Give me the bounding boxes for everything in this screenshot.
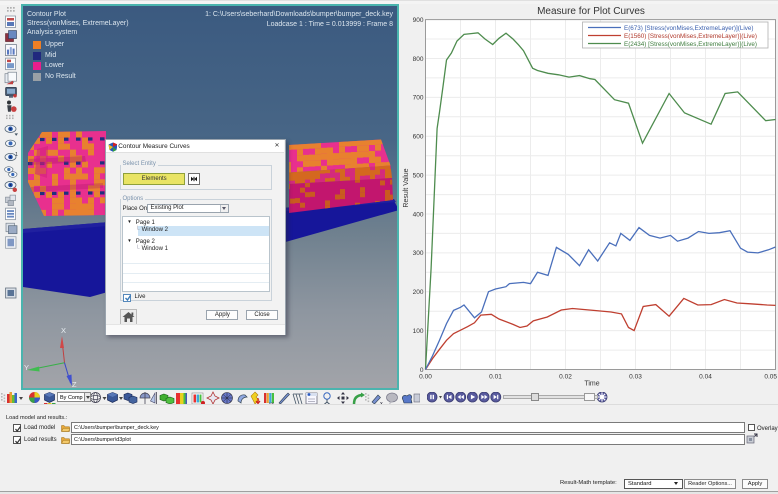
svg-text:Measure for Plot Curves: Measure for Plot Curves — [537, 6, 645, 17]
svg-text:0.01: 0.01 — [489, 374, 502, 381]
svg-text:Result Value: Result Value — [403, 168, 410, 207]
svg-text:700: 700 — [413, 95, 424, 102]
svg-text:E(2434) [Stress(vonMises,Extre: E(2434) [Stress(vonMises,ExtremeLayer)](… — [624, 41, 757, 48]
svg-text:Y: Y — [24, 363, 29, 372]
svg-text:E(673) [Stress(vonMises,Extrem: E(673) [Stress(vonMises,ExtremeLayer)](L… — [624, 25, 753, 32]
svg-text:1: 1 — [15, 152, 18, 158]
svg-text:900: 900 — [413, 17, 424, 24]
svg-text:0: 0 — [420, 367, 424, 374]
svg-text:Z: Z — [72, 380, 77, 388]
svg-text:600: 600 — [413, 134, 424, 141]
svg-text:800: 800 — [413, 56, 424, 63]
svg-text:400: 400 — [413, 211, 424, 218]
svg-text:500: 500 — [413, 172, 424, 179]
svg-text:vx: vx — [269, 402, 275, 405]
svg-text:x: x — [380, 401, 383, 404]
svg-text:0.05: 0.05 — [764, 374, 777, 381]
svg-text:200: 200 — [413, 289, 424, 296]
svg-text:X: X — [61, 326, 66, 335]
svg-text:E(1560) [Stress(vonMises,Extre: E(1560) [Stress(vonMises,ExtremeLayer)](… — [624, 33, 757, 40]
svg-text:0.03: 0.03 — [629, 374, 642, 381]
svg-text:100: 100 — [413, 328, 424, 335]
svg-text:300: 300 — [413, 250, 424, 257]
svg-text:0.04: 0.04 — [699, 374, 712, 381]
svg-text:0.00: 0.00 — [419, 374, 432, 381]
svg-text:Time: Time — [584, 381, 599, 388]
svg-text:0.02: 0.02 — [559, 374, 572, 381]
